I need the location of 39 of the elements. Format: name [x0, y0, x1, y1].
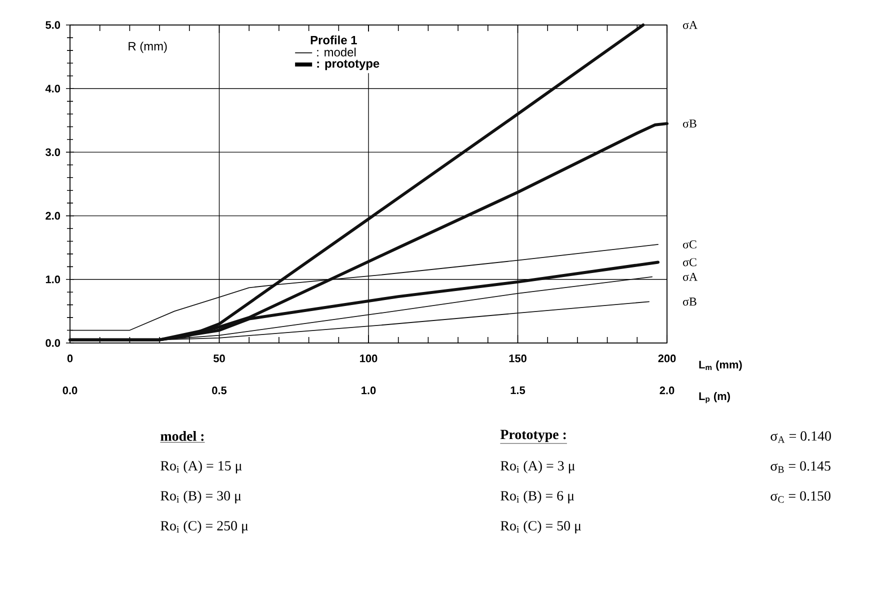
text: σB [682, 298, 696, 306]
annotation: : prototype [317, 60, 380, 70]
y-axis-title: R (mm) [128, 42, 167, 53]
text: Ro$_{i}$ (B) = 30 μ [160, 490, 241, 504]
x2-tick-label: 0.5 [212, 386, 227, 394]
text: Ro$_{i}$ (A) = 15 μ [160, 460, 242, 474]
text: Ro$_{i}$ (C) = 50 μ [500, 520, 581, 534]
x2-tick-label: 0.0 [62, 386, 78, 394]
y-tick-label: 1.0 [46, 276, 60, 284]
x2-tick-label: 1.0 [362, 386, 376, 394]
text: Ro$_{i}$ (B) = 6 μ [500, 490, 574, 504]
text: σC [682, 240, 696, 248]
text: σ$_{C}$ = 0.150 [770, 491, 830, 503]
y-tick-label: 5.0 [46, 21, 60, 29]
text: σ$_{B}$ = 0.145 [770, 461, 830, 473]
x2-tick-label: 2.0 [660, 386, 674, 394]
x-tick-label: 150 [509, 354, 526, 362]
text: model : [160, 431, 204, 441]
text: σA [682, 20, 698, 29]
series-label: σB [682, 120, 696, 128]
annotation: : model [317, 48, 356, 56]
annotation: Profile 1 [310, 36, 357, 44]
text: Prototype : [500, 430, 566, 442]
x-tick-label: 200 [658, 354, 676, 362]
x-axis-title: L$_{m}$ (mm) [699, 360, 742, 371]
text: σC [682, 258, 696, 266]
text: Ro$_{i}$ (A) = 3 μ [500, 460, 575, 474]
x-tick-label: 100 [360, 354, 378, 362]
y-tick-label: 3.0 [46, 148, 60, 156]
y-tick-label: 0.0 [46, 339, 60, 347]
x-tick-label: 0 [67, 354, 73, 362]
text: Ro$_{i}$ (C) = 250 μ [160, 520, 248, 534]
x2-axis-title: L$_{p}$ (m) [699, 392, 730, 404]
y-tick-label: 4.0 [45, 84, 60, 92]
x-tick-label: 50 [214, 354, 225, 362]
y-tick-label: 2.0 [46, 212, 60, 220]
text: σA [682, 272, 698, 281]
text: σ$_{A}$ = 0.140 [770, 431, 831, 443]
x2-tick-label: 1.5 [510, 386, 526, 394]
